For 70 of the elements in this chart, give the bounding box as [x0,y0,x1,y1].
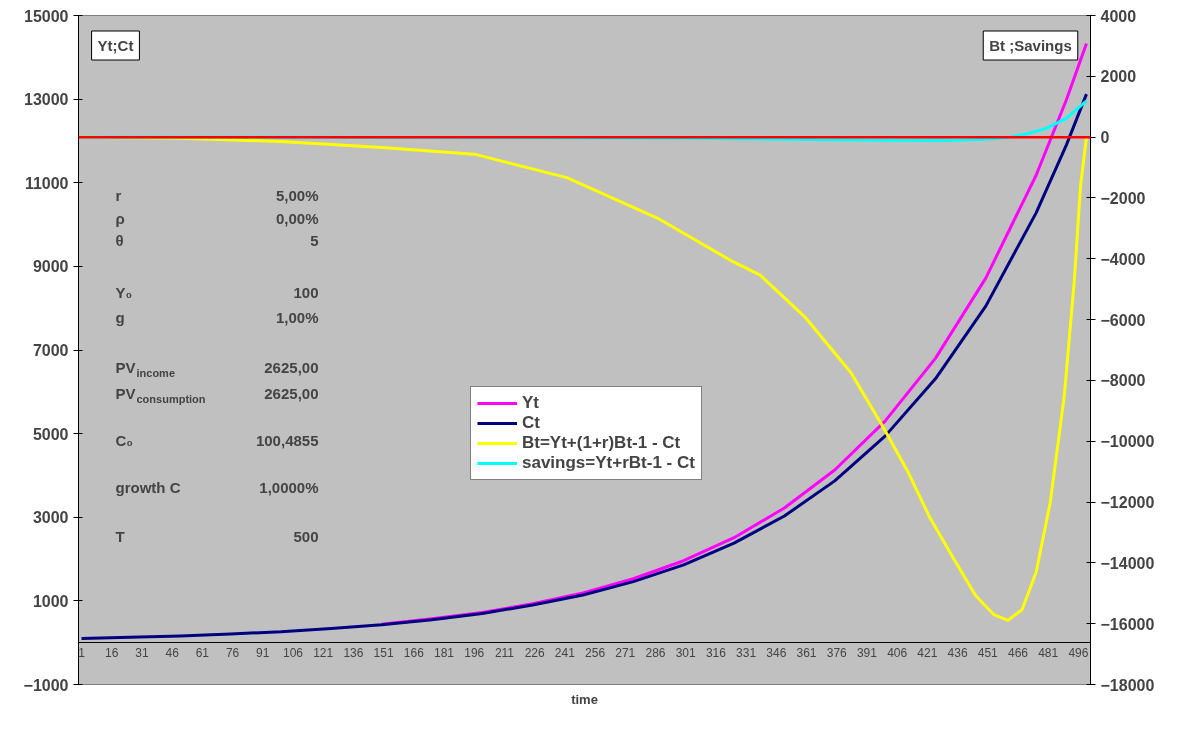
legend-label: Yt [522,393,540,413]
x-tick-label: 136 [343,645,364,660]
y2-tick-label: 4000 [1100,7,1137,25]
x-tick-label: 1 [78,645,86,660]
x-tick-label: 256 [585,645,606,660]
x-tick-label: 376 [826,645,848,660]
x-tick-label: 421 [917,645,938,660]
y-tick-label: 3000 [32,509,69,527]
text: Y₀ 100 [115,283,319,301]
y-tick-label: 7000 [32,342,69,359]
x-tick-label: 151 [373,645,394,660]
y-tick-label: 1000 [32,592,69,610]
x-tick-label: 271 [615,645,636,660]
text: ρ 0,00% [115,210,319,227]
x-tick-label: 121 [313,645,334,660]
x-tick-label: 316 [705,645,727,660]
y2-tick-label: −2000 [1100,189,1146,207]
y2-axis-title: Bt ;Savings [989,37,1072,54]
x-tick-label: 91 [256,645,270,660]
legend-label: savings=Yt+rBt-1 - Ct [522,453,695,473]
y2-tick-label: −14000 [1100,554,1155,572]
text: θ 5 [115,231,319,249]
text: C₀ 100,4855 [115,431,319,449]
x-tick-label: 226 [524,645,545,660]
x-tick-label: 61 [195,645,210,660]
x-tick-label: 166 [403,645,425,660]
legend-label: Ct [522,413,541,433]
y2-tick-label: −6000 [1100,311,1146,329]
x-tick-label: 46 [165,645,180,660]
y2-tick-label: −12000 [1100,494,1155,512]
x-tick-label: 211 [494,645,515,660]
y2-tick-label: −4000 [1100,250,1146,268]
text: g 1,00% [115,309,319,326]
x-axis-title: time [571,691,598,707]
y2-tick-label: −16000 [1100,615,1155,633]
x-tick-label: 346 [766,645,787,660]
y2-tick-label: −18000 [1100,676,1155,694]
y-tick-label: 15000 [24,7,69,25]
x-tick-label: 391 [856,645,878,660]
y-tick-label: 9000 [32,258,69,276]
text: r 5,00% [115,187,319,204]
y-tick-label: 11000 [24,174,69,192]
y2-tick-label: 2000 [1100,68,1137,86]
x-tick-label: 406 [887,645,908,660]
text: T 500 [115,527,319,545]
text: growth C 1,0000% [115,479,319,496]
y-tick-label: 13000 [24,91,69,109]
x-tick-label: 331 [736,645,757,660]
y2-tick-label: −8000 [1100,372,1146,390]
x-tick-label: 31 [135,645,149,660]
x-tick-label: 466 [1007,645,1029,660]
y2-tick-label: −10000 [1100,433,1155,451]
x-tick-label: 286 [645,645,666,660]
y-tick-label: 5000 [32,425,69,443]
x-tick-label: 106 [282,645,304,660]
x-tick-label: 301 [675,645,697,660]
x-tick-label: 361 [796,645,817,660]
x-tick-label: 16 [105,645,119,660]
x-tick-label: 241 [554,645,576,660]
legend-label: Bt=Yt+(1+r)Bt-1 - Ct [522,433,681,453]
x-tick-label: 496 [1068,645,1089,660]
x-tick-label: 436 [947,645,968,660]
x-tick-label: 196 [464,645,485,660]
x-tick-label: 181 [434,645,455,660]
y-tick-label: −1000 [23,676,69,694]
y-axis-title: Yt;Ct [97,37,134,54]
x-tick-label: 451 [977,645,999,660]
x-tick-label: 481 [1038,645,1059,660]
y2-tick-label: 0 [1100,129,1110,147]
x-tick-label: 76 [225,645,240,660]
